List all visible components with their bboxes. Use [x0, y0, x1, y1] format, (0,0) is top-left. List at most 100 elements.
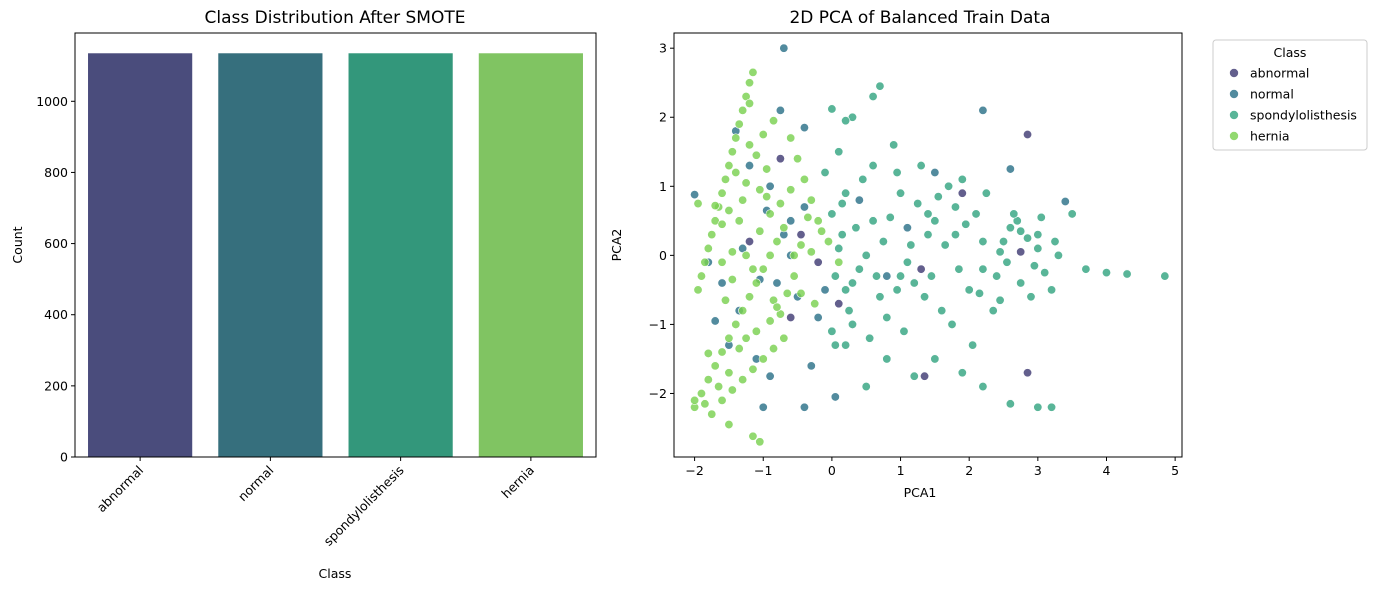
scatter-point-spondylolisthesis — [957, 368, 967, 378]
scatter-point-spondylolisthesis — [896, 271, 906, 281]
scatter-point-spondylolisthesis — [1016, 226, 1026, 236]
scatter-point-spondylolisthesis — [940, 240, 950, 250]
scatter-point-spondylolisthesis — [974, 288, 984, 298]
legend-marker-spondylolisthesis — [1229, 110, 1239, 120]
bar-x-axis-label: Class — [319, 566, 352, 581]
scatter-point-spondylolisthesis — [868, 161, 878, 171]
scatter-point-hernia — [693, 199, 703, 209]
scatter-point-spondylolisthesis — [865, 333, 875, 343]
legend-frame — [1212, 39, 1368, 151]
scatter-point-spondylolisthesis — [834, 243, 844, 253]
scatter-point-spondylolisthesis — [1050, 237, 1060, 247]
scatter-point-spondylolisthesis — [906, 240, 916, 250]
scatter-point-hernia — [727, 275, 737, 285]
scatter-point-hernia — [751, 278, 761, 288]
scatter-x-tick-label: −1 — [754, 463, 772, 478]
scatter-point-normal — [772, 278, 782, 288]
scatter-points — [690, 43, 1170, 447]
scatter-point-spondylolisthesis — [909, 371, 919, 381]
bar-y-tick-label: 800 — [44, 165, 68, 180]
scatter-point-spondylolisthesis — [930, 216, 940, 226]
scatter-point-hernia — [731, 133, 741, 143]
scatter-point-normal — [930, 167, 940, 177]
scatter-point-spondylolisthesis — [830, 340, 840, 350]
scatter-point-hernia — [720, 295, 730, 305]
scatter-x-tick-label: 0 — [828, 463, 836, 478]
scatter-point-spondylolisthesis — [830, 271, 840, 281]
scatter-point-spondylolisthesis — [1081, 264, 1091, 274]
scatter-point-spondylolisthesis — [847, 319, 857, 329]
scatter-point-hernia — [714, 382, 724, 392]
scatter-point-hernia — [724, 161, 734, 171]
scatter-point-normal — [799, 402, 809, 412]
scatter-x-tick-label: 5 — [1171, 463, 1179, 478]
scatter-point-spondylolisthesis — [882, 354, 892, 364]
scatter-point-spondylolisthesis — [896, 188, 906, 198]
scatter-point-spondylolisthesis — [837, 199, 847, 209]
scatter-point-hernia — [745, 140, 755, 150]
scatter-point-hernia — [724, 205, 734, 215]
scatter-point-spondylolisthesis — [851, 223, 861, 233]
scatter-point-hernia — [690, 395, 700, 405]
scatter-point-hernia — [758, 354, 768, 364]
scatter-point-spondylolisthesis — [861, 382, 871, 392]
scatter-point-hernia — [727, 147, 737, 157]
scatter-point-hernia — [720, 174, 730, 184]
scatter-point-hernia — [748, 264, 758, 274]
scatter-point-normal — [765, 371, 775, 381]
legend: Class abnormal normal spondylolisthesis her… — [1212, 39, 1368, 151]
scatter-point-spondylolisthesis — [978, 264, 988, 274]
legend-marker-hernia — [1229, 131, 1239, 141]
scatter-point-normal — [813, 313, 823, 323]
scatter-point-hernia — [823, 237, 833, 247]
scatter-point-hernia — [762, 192, 772, 202]
scatter-point-hernia — [789, 271, 799, 281]
bar-x-tick-label: abnormal — [94, 463, 147, 516]
scatter-point-spondylolisthesis — [841, 340, 851, 350]
scatter-point-normal — [806, 361, 816, 371]
scatter-point-hernia — [734, 119, 744, 129]
scatter-point-hernia — [751, 326, 761, 336]
scatter-point-hernia — [710, 361, 720, 371]
scatter-point-spondylolisthesis — [868, 92, 878, 102]
scatter-point-spondylolisthesis — [872, 271, 882, 281]
legend-marker-abnormal — [1229, 68, 1239, 78]
scatter-point-spondylolisthesis — [954, 264, 964, 274]
scatter-point-normal — [690, 190, 700, 200]
scatter-point-spondylolisthesis — [1023, 233, 1033, 243]
bar-series — [88, 53, 583, 457]
scatter-point-hernia — [789, 250, 799, 260]
scatter-point-spondylolisthesis — [1122, 269, 1132, 279]
scatter-x-tick-label: 3 — [1034, 463, 1042, 478]
scatter-point-hernia — [738, 375, 748, 385]
scatter-point-hernia — [724, 333, 734, 343]
scatter-point-abnormal — [813, 257, 823, 267]
scatter-y-tick-label: 0 — [659, 248, 667, 263]
scatter-point-normal — [779, 43, 789, 53]
scatter-point-hernia — [717, 395, 727, 405]
scatter-point-hernia — [703, 375, 713, 385]
scatter-point-spondylolisthesis — [868, 216, 878, 226]
scatter-point-normal — [854, 195, 864, 205]
scatter-point-hernia — [741, 250, 751, 260]
legend-title: Class — [1274, 45, 1307, 60]
scatter-x-tick-label: 1 — [897, 463, 905, 478]
scatter-point-spondylolisthesis — [1053, 250, 1063, 260]
scatter-point-hernia — [748, 67, 758, 77]
bar-x-tick-label: normal — [235, 463, 277, 505]
scatter-point-spondylolisthesis — [992, 271, 1002, 281]
scatter-point-normal — [1060, 196, 1070, 206]
scatter-point-hernia — [696, 271, 706, 281]
scatter-point-hernia — [724, 368, 734, 378]
bar-y-tick-label: 600 — [44, 236, 68, 251]
scatter-point-hernia — [755, 185, 765, 195]
scatter-point-spondylolisthesis — [1033, 230, 1043, 240]
scatter-point-normal — [830, 392, 840, 402]
scatter-point-hernia — [813, 216, 823, 226]
scatter-point-normal — [745, 161, 755, 171]
scatter-point-hernia — [703, 243, 713, 253]
scatter-point-hernia — [765, 316, 775, 326]
scatter-point-spondylolisthesis — [1067, 209, 1077, 219]
bar-x-tick-label: hernia — [498, 463, 537, 502]
